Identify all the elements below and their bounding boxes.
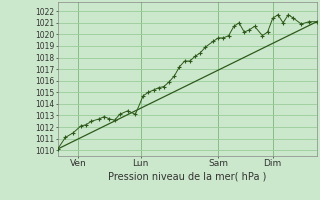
X-axis label: Pression niveau de la mer( hPa ): Pression niveau de la mer( hPa ) bbox=[108, 171, 266, 181]
